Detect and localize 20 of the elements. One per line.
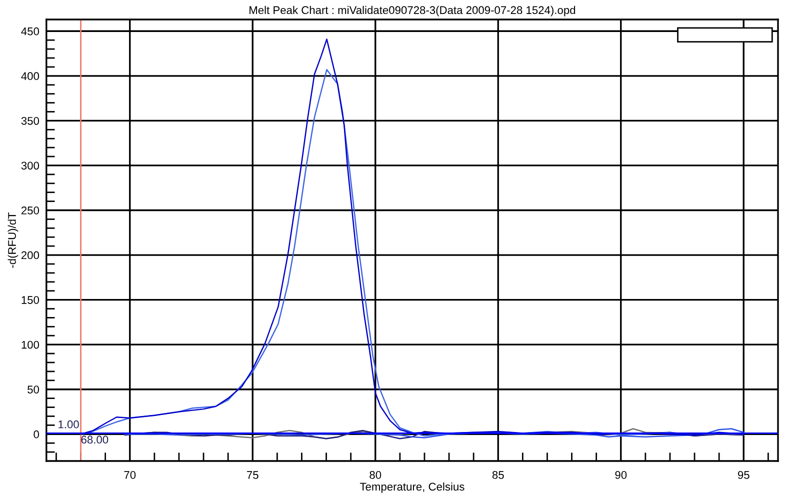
chart-title: Melt Peak Chart : miValidate090728-3(Data 2009-07-28 1524).opd [250,6,576,16]
y-tick-label: 450 [21,27,40,36]
x-axis-title: Temperature, Celsius [360,482,464,493]
y-tick-label: 300 [21,162,40,170]
y-tick-label: 0 [34,430,40,438]
x-tick-label: 95 [738,471,750,479]
x-tick-label: 80 [370,471,382,479]
ref-line-label: 1.00 [58,420,79,428]
x-tick-label: 90 [615,471,627,479]
y-tick-label: 350 [21,116,40,125]
y-tick-label: 150 [22,296,40,304]
x-tick-label: 75 [247,471,258,479]
x-tick-label: 70 [124,471,136,479]
y-axis-title: -d(RFU)/dT [8,212,18,268]
y-tick-label: 250 [21,206,40,214]
y-tick-label: 100 [22,340,40,349]
x-tick-label: 85 [492,471,504,479]
y-tick-label: 200 [21,251,40,260]
y-tick-label: 50 [28,386,40,394]
y-tick-label: 400 [21,72,40,80]
